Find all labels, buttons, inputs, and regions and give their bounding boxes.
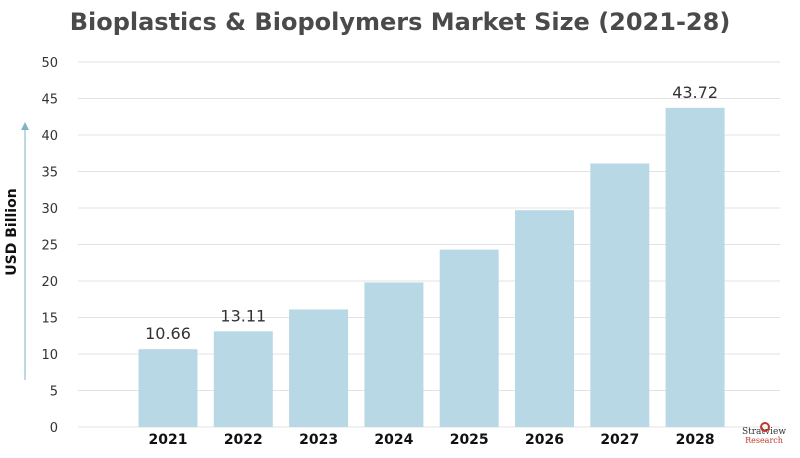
- logo-mark-icon: [760, 422, 770, 432]
- y-tick-label: 5: [50, 385, 58, 400]
- y-tick-label: 45: [41, 93, 58, 108]
- data-label: 43.72: [672, 83, 718, 102]
- y-tick-label: 10: [41, 348, 58, 363]
- bar: [364, 282, 424, 427]
- logo-sub-text: Research: [745, 436, 783, 445]
- y-tick-label: 25: [41, 239, 58, 254]
- stratview-logo: Stratview Research: [736, 422, 792, 456]
- x-tick-label: 2025: [450, 432, 489, 448]
- y-tick-label: 0: [50, 421, 58, 436]
- bar: [665, 107, 725, 428]
- y-tick-label: 15: [41, 312, 58, 327]
- x-tick-label: 2024: [374, 432, 413, 448]
- x-tick-label: 2026: [525, 432, 564, 448]
- y-tick-label: 35: [41, 166, 58, 181]
- y-axis-title-group: USD Billion: [4, 122, 29, 380]
- bar: [515, 210, 574, 427]
- y-axis-arrow-icon: [21, 122, 29, 130]
- data-labels: 10.66 13.11 43.72: [145, 83, 718, 343]
- data-label: 13.11: [220, 306, 266, 325]
- bar: [138, 349, 198, 427]
- bar: [590, 163, 650, 427]
- logo-brand-text: Stratview: [741, 427, 787, 437]
- y-tick-labels: 0 5 10 15 20 25 30 35 40 45 50: [41, 56, 58, 436]
- y-tick-label: 30: [41, 202, 58, 217]
- x-tick-label: 2023: [299, 432, 338, 448]
- x-tick-label: 2022: [224, 432, 263, 448]
- y-axis-title: USD Billion: [4, 188, 20, 275]
- x-tick-label: 2021: [149, 432, 188, 448]
- x-tick-label: 2028: [676, 432, 715, 448]
- data-label: 10.66: [145, 324, 191, 343]
- bar: [289, 309, 349, 427]
- y-tick-label: 50: [41, 56, 58, 71]
- bar: [439, 249, 499, 427]
- x-tick-label: 2027: [600, 432, 639, 448]
- x-tick-labels: 2021 2022 2023 2024 2025 2026 2027 2028: [149, 432, 715, 448]
- y-tick-label: 40: [41, 129, 58, 144]
- chart-title: Bioplastics & Biopolymers Market Size (2…: [69, 8, 731, 36]
- bar: [213, 331, 273, 427]
- bars: [138, 107, 725, 428]
- y-tick-label: 20: [41, 275, 58, 290]
